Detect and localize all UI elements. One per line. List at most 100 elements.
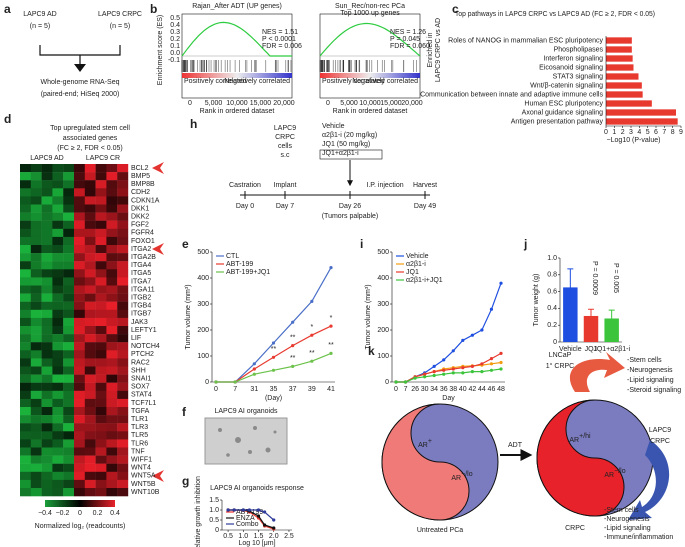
heat-cell xyxy=(106,317,118,327)
label: Negatively correlated xyxy=(224,78,290,85)
heat-cell xyxy=(74,390,85,400)
heat-cell xyxy=(95,488,107,497)
timeline-ticks xyxy=(244,191,426,199)
heat-cell xyxy=(20,326,31,335)
heat-cell xyxy=(30,309,42,319)
ar-label: AR+ xyxy=(418,438,432,449)
heat-cell xyxy=(106,334,118,343)
ar-base: AR xyxy=(569,437,579,444)
heat-cell xyxy=(52,471,64,481)
heat-cell xyxy=(52,172,64,181)
heat-cell xyxy=(95,439,107,448)
heat-cell xyxy=(30,245,42,254)
point xyxy=(451,349,455,353)
point xyxy=(470,370,474,374)
point xyxy=(499,360,503,365)
heat-cell xyxy=(41,390,53,400)
heat-cell xyxy=(20,317,31,327)
heat-cell xyxy=(20,479,31,489)
heat-cell xyxy=(52,245,64,254)
heat-cell xyxy=(84,455,96,464)
heat-cell xyxy=(117,415,129,424)
heat-cell xyxy=(106,326,118,335)
label: Harvest xyxy=(413,182,437,189)
heat-cell xyxy=(52,374,64,383)
gene-label: WNT4 xyxy=(131,465,151,472)
gene-label: SNAI1 xyxy=(131,375,151,382)
rank-gradient xyxy=(320,73,420,78)
heat-cell xyxy=(74,164,85,173)
heat-cell xyxy=(63,188,75,197)
point xyxy=(480,370,484,374)
label: -Lipid signaling xyxy=(627,377,674,384)
heat-cell xyxy=(74,439,85,448)
heat-cell xyxy=(52,301,64,310)
heat-cell xyxy=(106,358,118,367)
axis-title: Relative growth inhibition xyxy=(195,476,202,547)
annotation: * xyxy=(330,315,333,322)
heat-cell xyxy=(20,293,31,302)
heat-cell xyxy=(20,164,31,173)
legend-label: Combo xyxy=(236,521,259,528)
heat-cell xyxy=(117,236,129,246)
heat-cell xyxy=(63,285,75,294)
heat-cell xyxy=(106,350,118,359)
heat-cell xyxy=(117,423,129,432)
axis-title: Tumor weight (g) xyxy=(533,274,540,327)
x-tick-label: 2.0 xyxy=(269,533,279,540)
label: Day 49 xyxy=(414,203,436,210)
x-tick-label: 38 xyxy=(449,386,457,393)
heat-cell xyxy=(74,342,85,351)
heat-cell xyxy=(95,358,107,367)
x-tick-label: 31 xyxy=(250,386,258,393)
heat-cell xyxy=(41,398,53,408)
heat-cell xyxy=(41,172,53,181)
label: -Lipid signaling xyxy=(604,525,651,532)
panel-label: d xyxy=(4,112,11,126)
heat-cell xyxy=(117,220,129,229)
x-tick-label: 9 xyxy=(679,129,683,136)
heat-cell xyxy=(20,488,31,497)
legend-label: α2β1-i+JQ1 xyxy=(406,277,443,284)
heat-cell xyxy=(52,423,64,432)
rank-gradient xyxy=(182,73,292,78)
label: 10,000 xyxy=(359,100,381,107)
heat-cell xyxy=(52,455,64,464)
label: NES = 1.51 xyxy=(262,29,298,36)
heat-cell xyxy=(63,374,75,383)
heat-cell xyxy=(117,358,129,367)
heat-cell xyxy=(52,398,64,408)
annotation: ** xyxy=(271,346,277,353)
heat-cell xyxy=(95,382,107,391)
heat-cell xyxy=(84,261,96,270)
category-label: Antigen presentation pathway xyxy=(511,118,604,125)
heat-cell xyxy=(84,326,96,335)
heat-cell xyxy=(117,188,129,197)
heat-cell xyxy=(106,415,118,424)
label: P = 0.045 xyxy=(390,36,420,43)
heat-cell xyxy=(74,277,85,286)
series-line xyxy=(396,282,502,383)
point xyxy=(489,357,494,361)
heat-cell xyxy=(84,407,96,416)
heat-cell xyxy=(74,228,85,238)
label: 15,000 xyxy=(380,100,402,107)
heat-cell xyxy=(63,245,75,254)
x-tick-label: 5 xyxy=(646,129,650,136)
annotation: ** xyxy=(309,350,315,357)
heat-cell xyxy=(117,398,129,408)
label: P < 0.0001 xyxy=(262,36,296,43)
gene-label: WNT10B xyxy=(131,489,160,496)
heat-cell xyxy=(63,463,75,472)
heat-cell xyxy=(95,293,107,302)
gene-label: DKK1 xyxy=(131,205,149,212)
heat-cell xyxy=(95,309,107,319)
heat-cell xyxy=(20,382,31,391)
heat-cell xyxy=(74,455,85,464)
gene-label: ITGA2B xyxy=(131,254,156,261)
label: CRPC xyxy=(275,134,295,141)
heat-cell xyxy=(117,455,129,464)
point xyxy=(413,376,417,380)
heat-cell xyxy=(74,180,85,189)
